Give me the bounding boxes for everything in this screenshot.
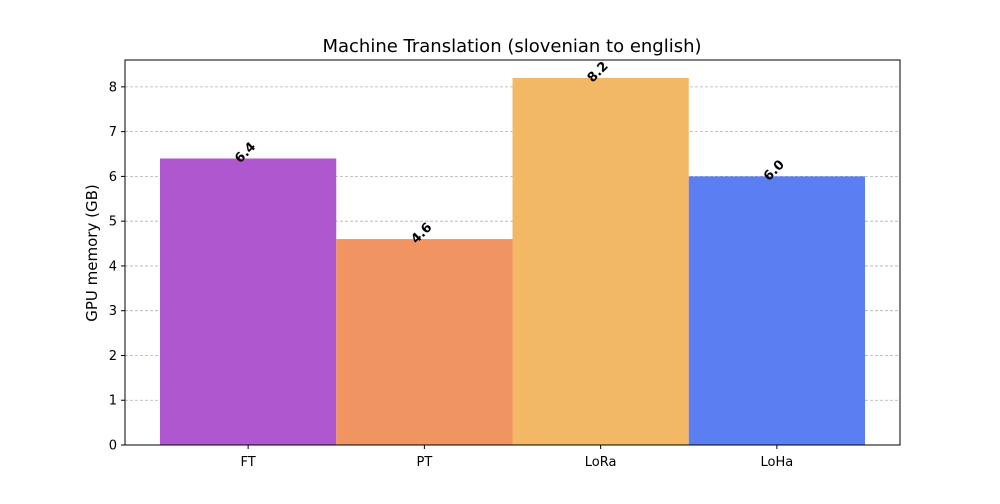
y-tick-label: 8 <box>109 80 117 95</box>
y-tick-label: 5 <box>109 215 117 230</box>
chart-title: Machine Translation (slovenian to englis… <box>322 36 701 57</box>
y-tick-label: 1 <box>109 394 117 409</box>
x-axis-ticks: FT PT LoRa LoHa <box>241 445 794 470</box>
bar-ft <box>160 158 337 445</box>
y-tick-label: 7 <box>109 125 117 140</box>
y-tick-label: 2 <box>109 349 117 364</box>
x-tick-label: LoRa <box>585 455 617 470</box>
y-tick-label: 3 <box>109 304 117 319</box>
bars <box>160 77 865 445</box>
x-tick-label: PT <box>416 455 432 470</box>
y-tick-label: 4 <box>109 259 117 274</box>
x-tick-label: LoHa <box>761 455 794 470</box>
y-tick-label: 6 <box>109 170 117 185</box>
bar-loha <box>688 176 865 445</box>
y-axis-label: GPU memory (GB) <box>83 184 101 321</box>
bar-pt <box>336 239 513 445</box>
y-axis-ticks: 0 1 2 3 4 5 6 7 8 <box>109 80 125 454</box>
plot-frame <box>124 59 901 446</box>
y-tick-label: 0 <box>109 439 117 454</box>
x-tick-label: FT <box>241 455 256 470</box>
bar-lora <box>512 77 689 445</box>
